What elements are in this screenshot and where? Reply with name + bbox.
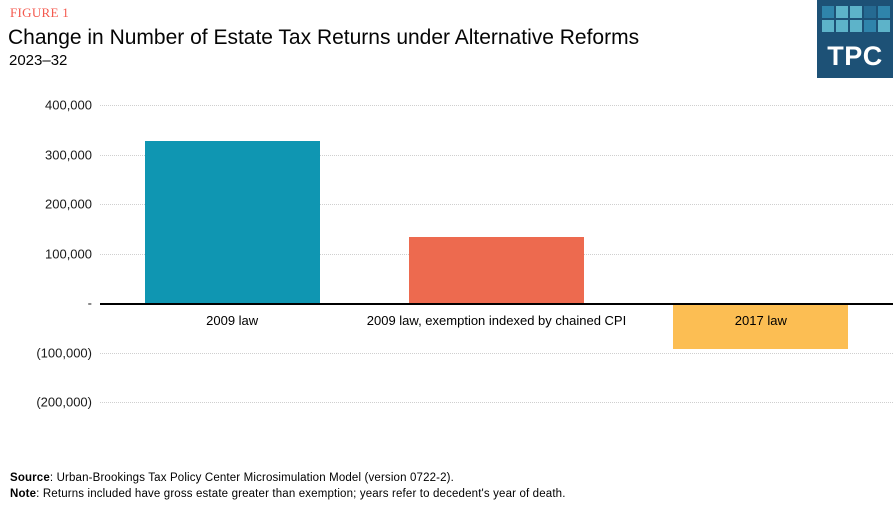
logo-square [878,20,890,32]
note-label: Note [10,488,37,500]
y-tick-label: 400,000 [45,97,92,113]
logo-square [836,20,848,32]
gridline [100,105,893,106]
source-line: Source: Urban-Brookings Tax Policy Cente… [10,470,566,486]
gridline [100,352,893,354]
tpc-logo: TPC [817,0,893,78]
tpc-logo-text: TPC [827,41,883,71]
y-tick-label: (200,000) [36,394,92,410]
chart-subtitle: 2023–32 [9,52,68,69]
x-category-label: 2017 law [734,313,787,328]
logo-square [864,20,876,32]
gridline [100,402,893,403]
y-tick-label: 300,000 [45,147,92,162]
tpc-logo-squares-icon [822,6,890,32]
y-tick-label: 100,000 [45,246,92,261]
gridline [100,154,893,156]
figure-label: FIGURE 1 [10,5,70,20]
footer-notes: Source: Urban-Brookings Tax Policy Cente… [10,470,566,502]
y-tick-label: 200,000 [45,196,92,212]
y-axis-labels: 400,000 300,000 200,000 100,000 - (100,000) (2… [0,98,92,410]
note-line: Note: Returns included have gross estate… [10,486,566,502]
y-tick-label: - [87,295,92,311]
logo-square [836,6,848,18]
source-label: Source [10,472,50,484]
x-category-label: 2009 law, exemption indexed by chained C… [366,313,627,328]
bar-2017-law [673,305,849,349]
zero-axis-line [100,303,893,305]
plot-area: 2009 law 2009 law, exemption indexed by c… [100,105,893,403]
logo-square [822,6,834,18]
bar-2009-law-exemption-indexed-by-chained-cpi [409,237,584,303]
y-tick-label: (100,000) [36,345,92,360]
logo-square [864,6,876,18]
bar-chart: 400,000 300,000 200,000 100,000 - (100,000) (2… [0,98,893,410]
logo-square [850,20,862,32]
note-text: : Returns included have gross estate gre… [36,488,566,500]
logo-square [850,6,862,18]
bar-2009-law [144,140,320,303]
chart-title: Change in Number of Estate Tax Returns u… [8,26,640,49]
logo-square [878,6,890,18]
source-text: : Urban-Brookings Tax Policy Center Micr… [49,472,455,484]
logo-square [822,20,834,32]
gridline [100,204,893,205]
x-category-label: 2009 law [206,313,259,328]
